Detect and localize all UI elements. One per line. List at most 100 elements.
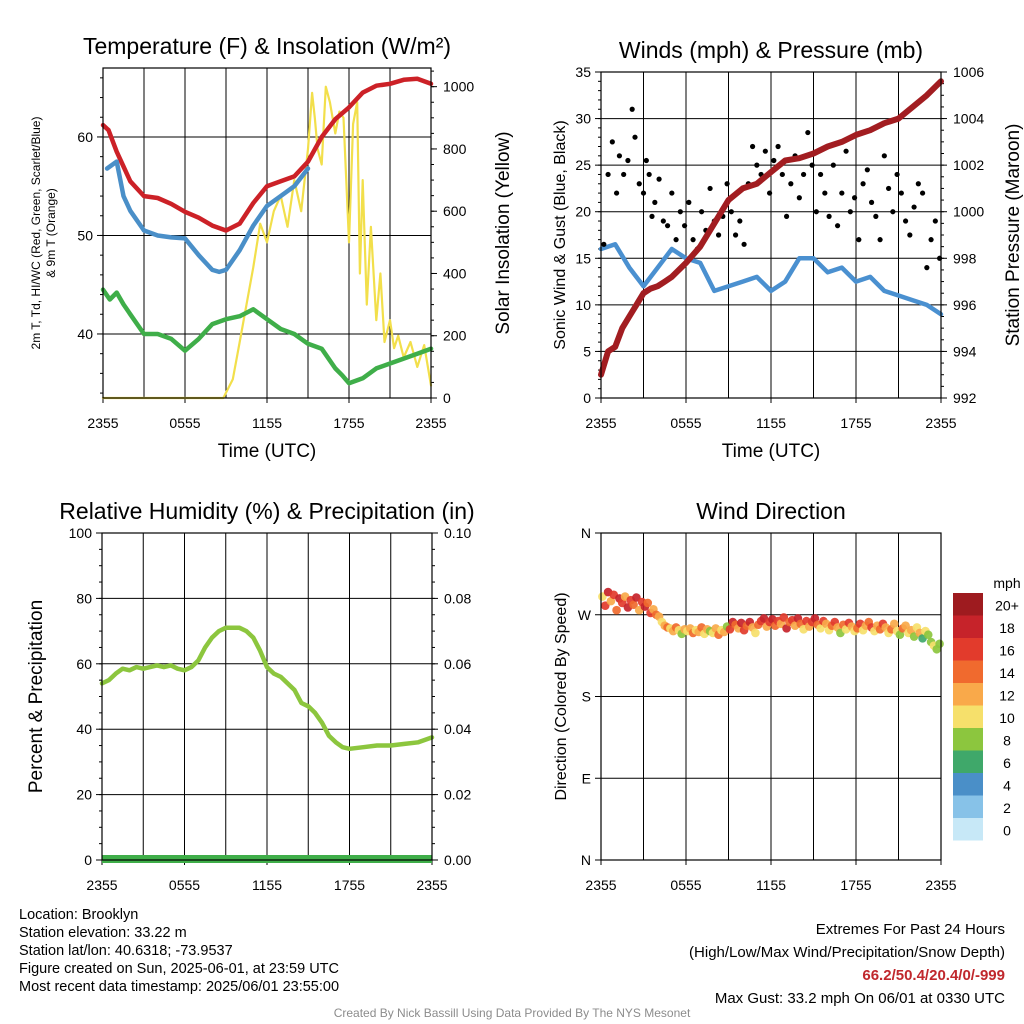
gust-point: [881, 153, 887, 159]
gust-point: [766, 190, 773, 196]
y2-tick-label: 0: [443, 390, 451, 406]
y-tick-label: E: [582, 770, 591, 786]
y2-tick-label: 0.00: [444, 852, 471, 868]
gust-point: [783, 213, 790, 219]
legend-swatch: [953, 750, 983, 773]
gust-point: [636, 181, 642, 187]
gust-point: [779, 171, 785, 178]
legend-swatch: [953, 660, 983, 683]
gust-point: [646, 171, 652, 178]
speed-legend: mph 20+ 18 16 14 12 10 8 6 4 2 0: [953, 575, 1021, 841]
legend-swatch: [953, 638, 983, 661]
plot-border: [600, 532, 942, 861]
y2-tick-label: 996: [953, 297, 977, 313]
legend-label: 20+: [995, 597, 1019, 613]
gust-point: [732, 232, 739, 238]
y-tick-label: N: [581, 525, 591, 541]
direction-point: [889, 619, 899, 629]
legend-title: mph: [993, 575, 1020, 591]
x-tick-label: 1755: [840, 877, 871, 893]
direction-point: [935, 639, 944, 649]
x-tick-label: 2355: [925, 877, 956, 893]
y2-tick-label: 0.10: [444, 525, 471, 541]
chart-title: Winds (mph) & Pressure (mb): [619, 37, 923, 63]
legend-swatch: [953, 773, 983, 796]
legend-swatch: [953, 795, 983, 818]
y2-tick-label: 1004: [953, 111, 984, 127]
max-gust: Max Gust: 33.2 mph On 06/01 at 0330 UTC: [714, 990, 1005, 1007]
gust-point: [741, 241, 747, 247]
legend-swatch: [953, 728, 983, 751]
direction-point: [629, 600, 638, 610]
gust-point: [605, 171, 611, 178]
gust-point: [834, 223, 841, 229]
gust-point: [656, 176, 662, 182]
y2-tick-label: 400: [443, 265, 467, 281]
legend-label: 10: [999, 710, 1015, 726]
x-tick-label: 2355: [87, 415, 118, 431]
x-tick-label: 0555: [670, 415, 701, 431]
y2-tick-label: 1000: [953, 204, 984, 220]
y2-tick-label: 1000: [443, 79, 474, 95]
legend-label: 14: [999, 665, 1015, 681]
station-location: Location: Brooklyn: [19, 907, 139, 923]
gust-point: [868, 199, 875, 205]
gust-point: [864, 167, 870, 173]
gust-point: [762, 148, 768, 154]
y-tick-label: 40: [77, 326, 93, 342]
gust-point: [911, 204, 917, 210]
direction-point: [751, 628, 760, 638]
x-axis-label: Time (UTC): [722, 441, 821, 462]
x-tick-label: 0555: [169, 877, 200, 893]
x-tick-label: 1155: [252, 877, 282, 893]
pressure-line: [598, 78, 944, 378]
y2-axis-label: Solar Insolation (Yellow): [493, 131, 514, 334]
legend-label: 16: [999, 642, 1015, 658]
x-tick-label: 1755: [333, 415, 364, 431]
plot-border: [600, 71, 942, 399]
x-tick-label: 1155: [756, 877, 786, 893]
y2-tick-label: 800: [443, 141, 467, 157]
gust-point: [677, 209, 683, 215]
gust-point: [924, 265, 930, 271]
gust-point: [690, 237, 696, 243]
y2-axis-label: Station Pressure (Maroon): [1003, 124, 1024, 347]
gust-point: [809, 162, 815, 168]
x-tick-label: 2355: [925, 415, 956, 431]
y-axis-label-line2: & 9m T (Orange): [44, 188, 58, 278]
extremes-panel: Extremes For Past 24 Hours (High/Low/Max…: [689, 918, 1005, 1010]
x-tick-label: 0555: [169, 415, 200, 431]
x-tick-label: 2355: [86, 877, 117, 893]
gust-point: [805, 129, 811, 136]
y-tick-label: W: [578, 607, 592, 623]
gust-point: [754, 162, 760, 168]
gust-point: [826, 213, 832, 219]
gust-point: [813, 209, 819, 215]
temperature-line: [100, 76, 434, 233]
legend-swatch: [953, 818, 983, 841]
legend-label: 6: [1003, 755, 1011, 771]
credit-footer: Created By Nick Bassill Using Data Provi…: [333, 1006, 691, 1020]
humidity-panel: 2355 0555 1155 1755 2355 Relative Humidity (%…: [26, 498, 475, 893]
gust-point: [601, 241, 607, 247]
wind-panel: 2355 0555 1155 1755 2355 Winds (mph) & Pressu…: [552, 37, 1024, 462]
x-axis-label: Time (UTC): [218, 441, 317, 462]
y-tick-label: 15: [575, 250, 591, 266]
y-tick-label: 0: [84, 852, 92, 868]
x-tick-label: 2355: [416, 877, 447, 893]
data-timestamp: Most recent data timestamp: 2025/06/01 2…: [19, 979, 340, 995]
y-tick-label: 25: [575, 157, 591, 173]
windchill-line: [104, 159, 311, 275]
gust-point: [796, 195, 802, 201]
gust-point: [652, 199, 658, 205]
gust-point: [894, 171, 900, 178]
gust-point: [643, 157, 649, 164]
gust-point: [817, 171, 824, 178]
y-tick-label: 50: [77, 227, 93, 243]
gust-point: [843, 148, 849, 154]
gust-point: [681, 223, 688, 229]
chart-title: Temperature (F) & Insolation (W/m²): [83, 33, 451, 59]
y-tick-label: 0: [583, 390, 591, 406]
gust-point: [669, 190, 675, 196]
